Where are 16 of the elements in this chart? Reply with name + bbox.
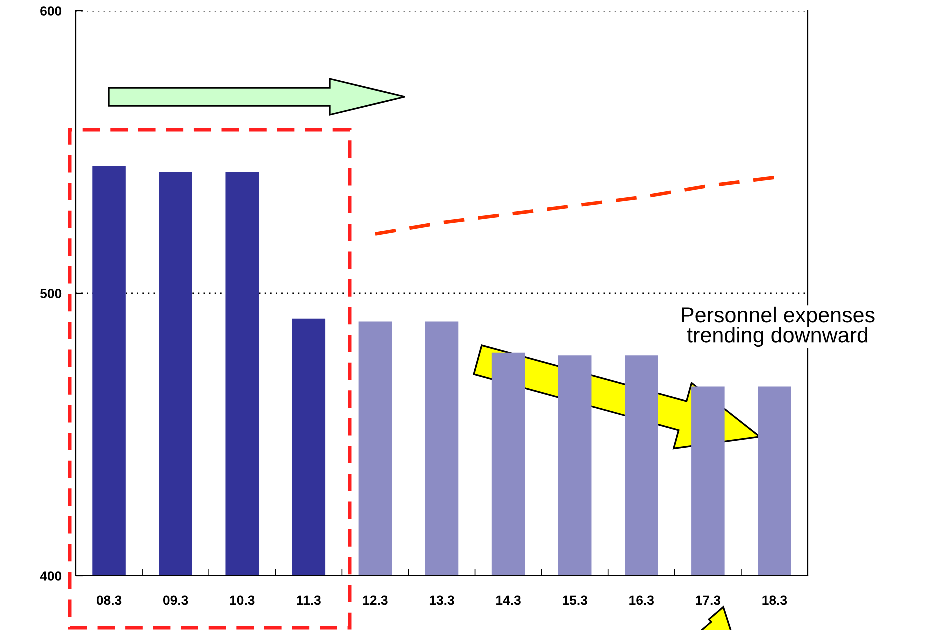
x-tick-label: 14.3 [496,596,521,606]
x-tick-label: 17.3 [696,596,721,606]
x-tick-label: 15.3 [563,596,588,606]
y-tick-label: 400 [40,572,62,581]
x-tick-label: 12.3 [363,596,388,606]
annotation: Personnel expenses trending downward [682,306,875,348]
x-tick-label: 16.3 [630,596,654,606]
x-tick-label: 08.3 [96,596,122,606]
x-tick-label: 10.3 [230,596,255,606]
x-tick-label: 11.3 [297,596,321,606]
line-series [374,176,776,236]
y-tick-label: 600 [40,6,62,16]
y-tick-label: 500 [40,289,62,298]
x-tick-label: 13.3 [430,596,454,606]
x-tick-label: 09.3 [164,596,188,606]
x-tick-label: 18.3 [762,596,788,606]
